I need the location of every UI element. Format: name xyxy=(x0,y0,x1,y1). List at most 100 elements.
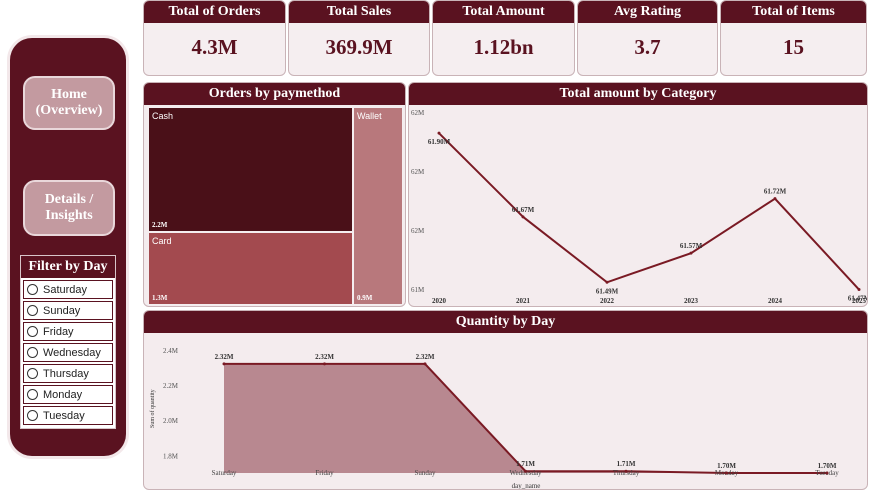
x-tick-label: Thursday xyxy=(613,469,640,477)
kpi-label: Total of Items xyxy=(721,1,866,23)
x-tick-label: 2023 xyxy=(684,297,699,305)
filter-title: Filter by Day xyxy=(21,256,115,278)
filter-option-saturday[interactable]: Saturday xyxy=(23,280,113,299)
series-line xyxy=(438,132,860,291)
tile-value: 0.9M xyxy=(357,294,373,302)
radio-icon[interactable] xyxy=(27,368,38,379)
data-point[interactable] xyxy=(423,362,427,366)
data-label: 61.49M xyxy=(596,287,619,295)
line-chart: 62M 62M 62M 61M 2020 2021 2022 2023 2024 2025 61… xyxy=(411,109,868,305)
data-label: 61.67M xyxy=(512,206,535,214)
x-tick-label: 2025 xyxy=(852,297,867,305)
tile-label: Cash xyxy=(152,111,174,121)
data-label: 2.32M xyxy=(215,353,234,361)
radio-icon[interactable] xyxy=(27,347,38,358)
kpi-card-total-orders: Total of Orders 4.3M xyxy=(143,0,286,76)
filter-option-label: Friday xyxy=(43,325,74,338)
tile-value: 2.2M xyxy=(152,221,168,229)
data-point[interactable] xyxy=(222,362,226,366)
kpi-card-total-sales: Total Sales 369.9M xyxy=(288,0,430,76)
kpi-label: Total of Orders xyxy=(144,1,285,23)
kpi-card-total-items: Total of Items 15 xyxy=(720,0,867,76)
radio-icon[interactable] xyxy=(27,284,38,295)
data-point[interactable] xyxy=(437,131,441,135)
chart-title: Quantity by Day xyxy=(144,311,867,333)
kpi-card-total-amount: Total Amount 1.12bn xyxy=(432,0,575,76)
x-tick-label: 2024 xyxy=(768,297,783,305)
filter-option-thursday[interactable]: Thursday xyxy=(23,364,113,383)
data-label: 1.70M xyxy=(717,462,736,470)
tile-label: Card xyxy=(152,236,172,246)
y-tick-label: 2.0M xyxy=(163,417,179,425)
radio-icon[interactable] xyxy=(27,305,38,316)
x-tick-label: Wednesday xyxy=(509,469,542,477)
x-tick-label: 2020 xyxy=(432,297,447,305)
x-tick-label: Saturday xyxy=(212,469,237,477)
filter-option-sunday[interactable]: Sunday xyxy=(23,301,113,320)
data-point[interactable] xyxy=(725,471,728,475)
filter-option-label: Tuesday xyxy=(43,409,85,422)
data-label: 1.70M xyxy=(818,462,837,470)
x-tick-label: 2022 xyxy=(600,297,615,305)
chart-title: Orders by paymethod xyxy=(144,83,405,105)
kpi-card-avg-rating: Avg Rating 3.7 xyxy=(577,0,718,76)
data-label: 61.47M xyxy=(848,295,868,303)
details-insights-button[interactable]: Details / Insights xyxy=(23,180,115,236)
x-tick-label: 2021 xyxy=(516,297,531,305)
data-label: 1.71M xyxy=(516,460,535,468)
y-tick-label: 2.4M xyxy=(163,347,179,355)
total-amount-by-category-panel: Total amount by Category 62M 62M 62M 61M 20… xyxy=(408,82,868,307)
y-tick-label: 2.2M xyxy=(163,382,179,390)
filter-option-tuesday[interactable]: Tuesday xyxy=(23,406,113,425)
radio-icon[interactable] xyxy=(27,326,38,337)
y-tick-label: 61M xyxy=(411,286,425,294)
data-point[interactable] xyxy=(689,251,693,255)
filter-option-label: Wednesday xyxy=(43,346,101,359)
y-axis-label: Sum of quantity xyxy=(149,389,156,428)
kpi-value: 369.9M xyxy=(325,35,393,59)
tile-label: Wallet xyxy=(357,111,382,121)
y-tick-label: 62M xyxy=(411,227,425,235)
data-label: 61.90M xyxy=(428,138,451,146)
area-chart: 2.4M 2.2M 2.0M 1.8M Sum of quantity Saturda… xyxy=(149,347,839,490)
treemap-tile-wallet[interactable]: Wallet 0.9M xyxy=(353,107,403,305)
data-point[interactable] xyxy=(773,197,777,201)
y-tick-label: 62M xyxy=(411,168,425,176)
x-tick-label: Friday xyxy=(315,469,334,477)
filter-option-wednesday[interactable]: Wednesday xyxy=(23,343,113,362)
data-point[interactable] xyxy=(521,215,525,219)
filter-option-friday[interactable]: Friday xyxy=(23,322,113,341)
radio-icon[interactable] xyxy=(27,389,38,400)
home-overview-button[interactable]: Home (Overview) xyxy=(23,76,115,130)
data-point[interactable] xyxy=(605,280,609,284)
filter-option-monday[interactable]: Monday xyxy=(23,385,113,404)
data-label: 2.32M xyxy=(416,353,435,361)
data-label: 1.71M xyxy=(617,460,636,468)
kpi-value: 4.3M xyxy=(191,35,238,59)
x-tick-label: Sunday xyxy=(415,469,437,477)
quantity-by-day-panel: Quantity by Day 2.4M 2.2M 2.0M 1.8M Sum of … xyxy=(143,310,868,490)
treemap-tile-cash[interactable]: Cash 2.2M xyxy=(148,107,353,232)
filter-option-label: Saturday xyxy=(43,283,88,296)
data-label: 61.57M xyxy=(680,242,703,250)
x-axis-label: day_name xyxy=(512,482,541,490)
kpi-value: 3.7 xyxy=(634,35,661,59)
data-point[interactable] xyxy=(524,469,527,473)
area-fill xyxy=(224,363,827,473)
tile-value: 1.3M xyxy=(152,294,168,302)
data-point[interactable] xyxy=(323,362,326,366)
chart-title: Total amount by Category xyxy=(409,83,867,105)
data-point[interactable] xyxy=(825,471,829,475)
y-tick-label: 62M xyxy=(411,109,425,117)
sidebar: Home (Overview) Details / Insights Filte… xyxy=(10,38,126,456)
filter-option-label: Thursday xyxy=(43,367,89,380)
day-filter-slicer: Filter by Day Saturday Sunday Friday Wed… xyxy=(20,255,116,429)
data-point[interactable] xyxy=(624,469,628,473)
treemap-tile-card[interactable]: Card 1.3M xyxy=(148,232,353,305)
filter-option-label: Sunday xyxy=(43,304,81,317)
kpi-value: 1.12bn xyxy=(473,35,534,59)
kpi-label: Total Sales xyxy=(289,1,429,23)
data-label: 2.32M xyxy=(315,353,334,361)
data-point[interactable] xyxy=(857,288,861,292)
radio-icon[interactable] xyxy=(27,410,38,421)
